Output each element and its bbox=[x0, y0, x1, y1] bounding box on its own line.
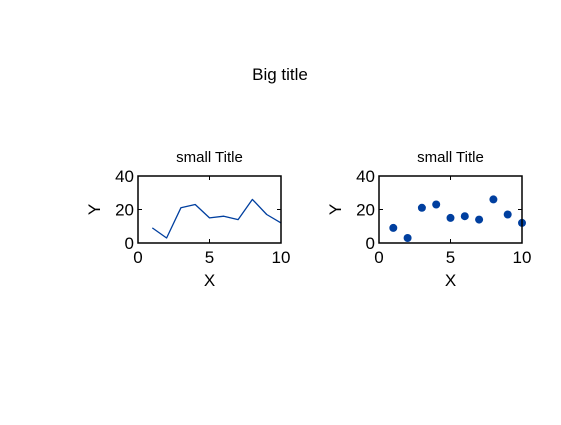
y-tick-label: 40 bbox=[356, 167, 375, 186]
x-axis-label: X bbox=[204, 271, 215, 290]
scatter-point bbox=[475, 215, 484, 224]
scatter-point bbox=[403, 234, 412, 242]
x-tick-label: 5 bbox=[446, 248, 455, 267]
y-tick-label: 20 bbox=[115, 201, 134, 220]
x-tick-label: 5 bbox=[205, 248, 214, 267]
scatter-point bbox=[446, 213, 455, 222]
x-tick-label: 0 bbox=[133, 248, 142, 267]
axes-frame bbox=[378, 175, 523, 244]
x-axis-label: X bbox=[445, 271, 456, 290]
scatter-point bbox=[503, 210, 512, 219]
subplot-1: 0 5 10 0 20 40 small Title X Y bbox=[85, 149, 290, 290]
y-tick-label: 40 bbox=[115, 167, 134, 186]
x-tick-label: 10 bbox=[272, 248, 291, 267]
scatter-point bbox=[389, 223, 398, 232]
scatter-point bbox=[417, 203, 426, 212]
scatter-point bbox=[460, 212, 469, 221]
figure-suptitle: Big title bbox=[252, 65, 308, 84]
subplot-title: small Title bbox=[417, 149, 484, 166]
y-tick-label: 0 bbox=[125, 234, 134, 253]
x-tick-label: 0 bbox=[374, 248, 383, 267]
subplot-title: small Title bbox=[176, 149, 243, 166]
y-axis-label: Y bbox=[326, 204, 345, 215]
scatter-point bbox=[432, 200, 441, 209]
y-axis-label: Y bbox=[85, 204, 104, 215]
scatter-point bbox=[489, 195, 498, 204]
series-line bbox=[151, 198, 282, 239]
x-tick-label: 10 bbox=[513, 248, 532, 267]
y-tick-label: 20 bbox=[356, 201, 375, 220]
y-tick-label: 0 bbox=[366, 234, 375, 253]
subplot-2: 0 5 10 0 20 40 small Title X Y bbox=[326, 149, 531, 290]
